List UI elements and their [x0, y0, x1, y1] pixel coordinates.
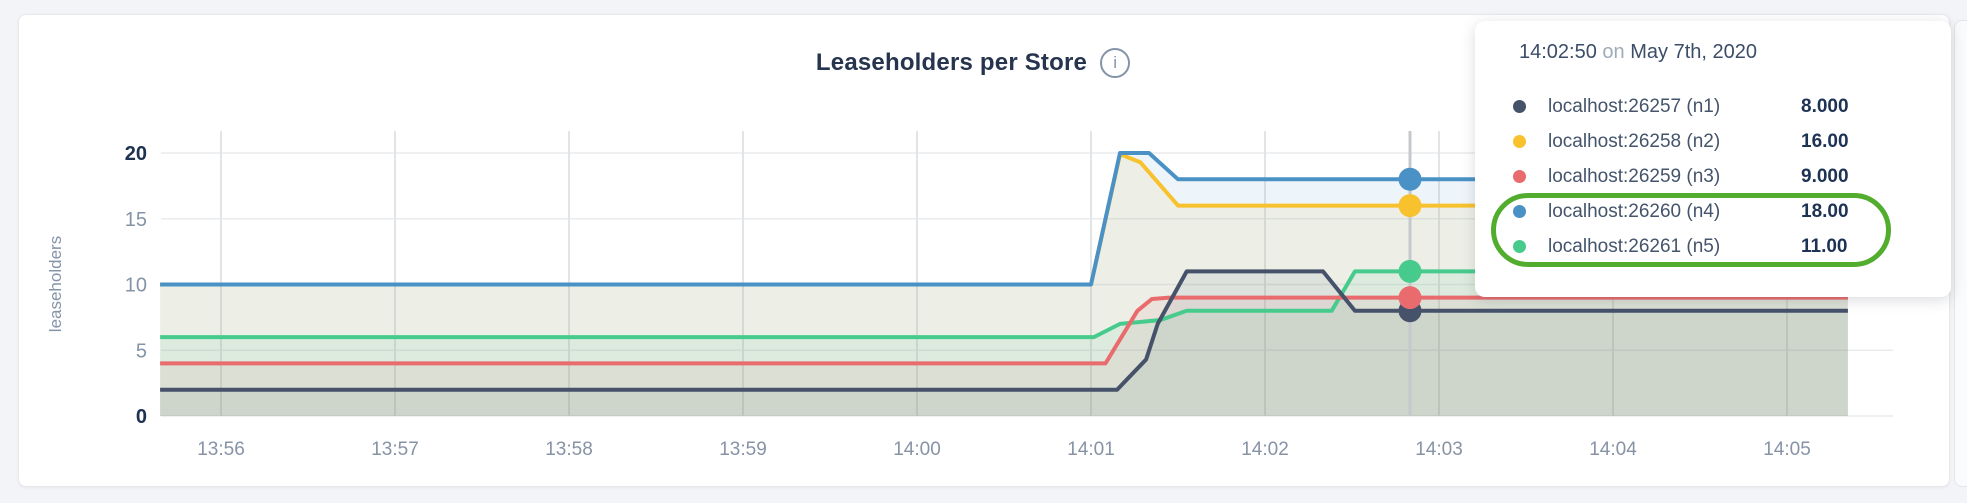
svg-text:5: 5	[136, 340, 147, 362]
adjacent-card	[1954, 20, 1967, 487]
tooltip-preposition: on	[1602, 41, 1625, 63]
series-label: localhost:26257 (n1)	[1548, 95, 1721, 117]
svg-text:14:03: 14:03	[1415, 439, 1463, 460]
series-dot-icon	[1513, 205, 1526, 218]
svg-text:13:59: 13:59	[719, 439, 767, 460]
series-label: localhost:26260 (n4)	[1548, 200, 1721, 222]
chart-title: Leaseholders per Store	[815, 49, 1088, 76]
hover-dots	[1398, 167, 1422, 323]
series-value: 9.000	[1801, 165, 1849, 187]
series-value: 16.00	[1801, 130, 1849, 152]
svg-text:14:02: 14:02	[1241, 439, 1289, 460]
series-value: 8.000	[1801, 95, 1849, 117]
tooltip-row: localhost:26261 (n5) 11.00	[1513, 229, 1937, 264]
tooltip-row: localhost:26257 (n1) 8.000	[1513, 89, 1937, 124]
series-label: localhost:26261 (n5)	[1548, 235, 1721, 257]
series-dot-icon	[1513, 240, 1526, 253]
series-label: localhost:26258 (n2)	[1548, 130, 1721, 152]
series-value: 18.00	[1801, 200, 1849, 222]
svg-text:13:57: 13:57	[371, 439, 419, 460]
series-label: localhost:26259 (n3)	[1548, 165, 1721, 187]
chart-card: Leaseholders per Store i leaseholders 13…	[18, 14, 1951, 487]
svg-text:14:01: 14:01	[1067, 439, 1115, 460]
svg-text:15: 15	[125, 209, 147, 231]
svg-text:10: 10	[125, 275, 147, 297]
series-value: 11.00	[1801, 235, 1848, 257]
svg-text:20: 20	[125, 143, 147, 165]
svg-text:14:05: 14:05	[1763, 439, 1811, 460]
svg-text:13:58: 13:58	[545, 439, 593, 460]
svg-text:0: 0	[136, 406, 147, 428]
tooltip-row: localhost:26259 (n3) 9.000	[1513, 159, 1937, 194]
tooltip-rows: localhost:26257 (n1) 8.000 localhost:26258…	[1513, 89, 1937, 264]
y-axis-ticks: 0 5 10 15 20	[125, 143, 147, 428]
series-dot-icon	[1513, 135, 1526, 148]
series-dot-icon	[1513, 100, 1526, 113]
tooltip-row: localhost:26260 (n4) 18.00	[1513, 194, 1937, 229]
tooltip-date: May 7th, 2020	[1630, 41, 1757, 63]
chart-header: Leaseholders per Store i	[19, 48, 1927, 78]
x-axis-ticks: 13:56 13:57 13:58 13:59 14:00 14:01 14:02 14:03…	[197, 439, 1811, 460]
tooltip-row: localhost:26258 (n2) 16.00	[1513, 124, 1937, 159]
svg-text:14:00: 14:00	[893, 439, 941, 460]
series-dot-icon	[1513, 170, 1526, 183]
svg-text:13:56: 13:56	[197, 439, 245, 460]
tooltip-time: 14:02:50	[1519, 41, 1597, 63]
hover-tooltip: 14:02:50 on May 7th, 2020 localhost:2625…	[1475, 21, 1951, 297]
svg-text:14:04: 14:04	[1589, 439, 1637, 460]
info-icon[interactable]: i	[1100, 48, 1131, 78]
tooltip-header: 14:02:50 on May 7th, 2020	[1519, 41, 1757, 64]
